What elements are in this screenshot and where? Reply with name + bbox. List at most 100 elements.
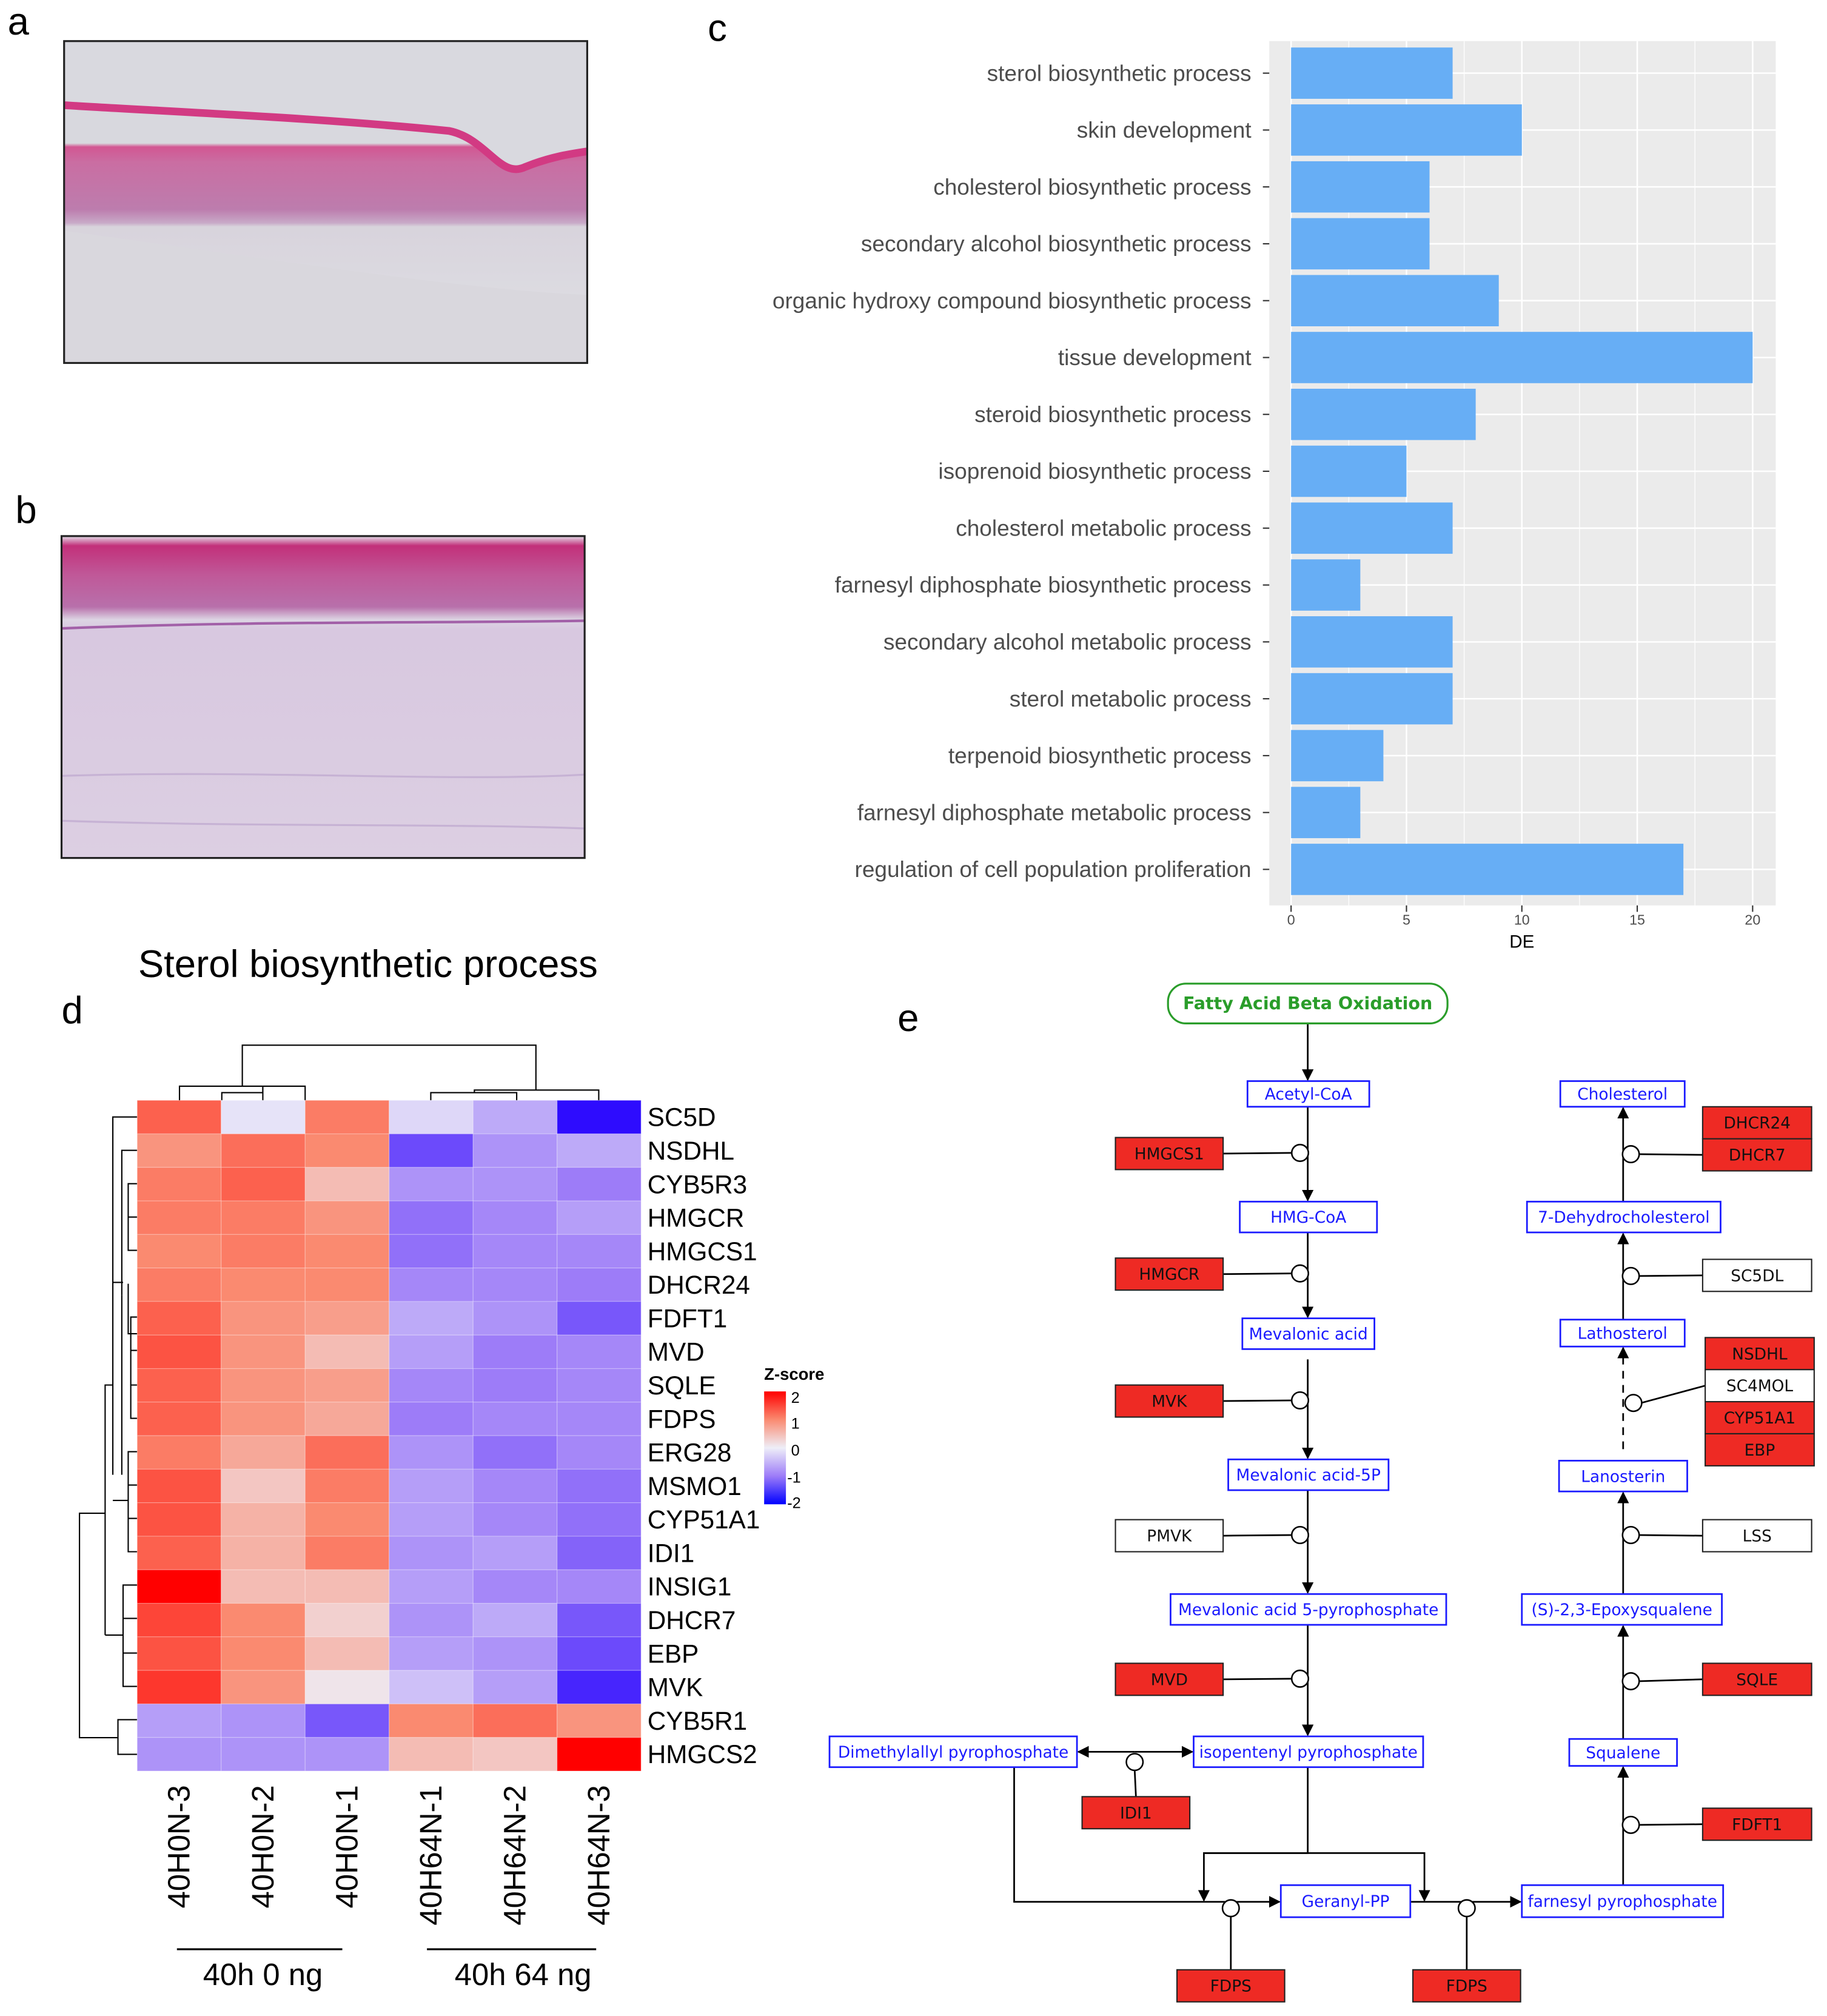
- heatmap-cell: [472, 1636, 558, 1671]
- bar: [1291, 673, 1453, 725]
- heatmap-cell: [304, 1502, 390, 1537]
- heatmap-cell: [304, 1435, 390, 1470]
- gene-box-sqle: [1701, 1662, 1812, 1696]
- category-label: secondary alcohol biosynthetic process: [861, 232, 1252, 257]
- heatmap-cell: [304, 1703, 390, 1738]
- row-label: DHCR24: [648, 1271, 750, 1299]
- heatmap-cell: [221, 1502, 306, 1537]
- heatmap-cell: [221, 1334, 306, 1369]
- connector-line: [1638, 1534, 1703, 1537]
- gene-box-dhcr24: [1701, 1106, 1812, 1140]
- heatmap-cell: [389, 1636, 474, 1671]
- heatmap-cell: [389, 1737, 474, 1772]
- heatmap-cell: [557, 1502, 642, 1537]
- panel-letter-e: e: [897, 997, 919, 1040]
- heatmap-cell: [557, 1536, 642, 1570]
- column-label: 40H64N-2: [497, 1785, 532, 1925]
- gene-box-mvd: [1115, 1662, 1224, 1696]
- metabolite-node-meva: [1241, 1317, 1375, 1350]
- legend-title: Z-score: [764, 1365, 824, 1383]
- row-label: HMGCR: [648, 1204, 745, 1232]
- heatmap-cell: [136, 1268, 222, 1302]
- category-label: sterol biosynthetic process: [987, 61, 1252, 86]
- heatmap-cell: [221, 1167, 306, 1201]
- bar: [1291, 332, 1753, 383]
- gene-label: CYP51A1: [1724, 1409, 1796, 1428]
- catalysis-circle: [1621, 1266, 1640, 1285]
- bar: [1291, 787, 1361, 838]
- catalysis-circle: [1457, 1899, 1476, 1918]
- column-label: 40H0N-1: [329, 1785, 364, 1908]
- category-label: secondary alcohol metabolic process: [883, 630, 1252, 654]
- heatmap-cell: [472, 1435, 558, 1470]
- panel-letter-d: d: [61, 989, 82, 1032]
- gene-box-fdps2: [1412, 1969, 1521, 2003]
- heatmap-cell: [136, 1468, 222, 1504]
- x-axis-label: DE: [1509, 932, 1534, 952]
- heatmap-cell: [472, 1200, 558, 1235]
- pathway-start-label: Fatty Acid Beta Oxidation: [1183, 993, 1432, 1013]
- metabolite-label: Mevalonic acid-5P: [1236, 1466, 1381, 1485]
- heatmap-cell: [557, 1268, 642, 1302]
- legend-tick: 0: [791, 1442, 800, 1459]
- heatmap-cell: [389, 1368, 474, 1403]
- heatmap-cell: [389, 1402, 474, 1436]
- metabolite-label: Dimethylallyl pyrophosphate: [838, 1743, 1068, 1762]
- category-label: sterol metabolic process: [1010, 687, 1252, 711]
- gene-label: SC4MOL: [1726, 1377, 1794, 1396]
- heatmap-cell: [557, 1167, 642, 1201]
- metabolite-label: Lanosterin: [1581, 1467, 1665, 1486]
- heatmap-cell: [472, 1536, 558, 1570]
- column-label: 40H0N-3: [161, 1785, 196, 1908]
- metabolite-label: HMG-CoA: [1270, 1208, 1346, 1227]
- group-label-0ng: 40h 0 ng: [203, 1957, 323, 1992]
- gene-label: HMGCR: [1139, 1265, 1199, 1284]
- x-tick-label: 0: [1287, 912, 1295, 928]
- gene-box-hmgcr: [1115, 1257, 1224, 1291]
- bar: [1291, 502, 1453, 554]
- panel-letter-c: c: [708, 7, 727, 50]
- heatmap-cell: [136, 1301, 222, 1336]
- heatmap-cell: [304, 1468, 390, 1504]
- gene-box-pmvk: [1115, 1519, 1224, 1553]
- heatmap-cell: [389, 1569, 474, 1604]
- heatmap-cell: [136, 1234, 222, 1269]
- metabolite-label: Geranyl-PP: [1302, 1892, 1390, 1911]
- heatmap-cell: [304, 1536, 390, 1570]
- heatmap-cell: [389, 1670, 474, 1705]
- connector-line: [1133, 1769, 1137, 1797]
- gene-label: FDPS: [1446, 1977, 1487, 1996]
- catalysis-circle: [1290, 1526, 1309, 1545]
- heatmap-cell: [136, 1167, 222, 1201]
- metabolite-label: Cholesterol: [1577, 1085, 1668, 1104]
- heatmap-cell: [221, 1536, 306, 1570]
- heatmap-cell: [472, 1602, 558, 1638]
- cholesterol-pathway-diagram: Fatty Acid Beta Oxidation Acetyl-CoA HMG-…: [828, 983, 1815, 2003]
- zscore-legend: Z-score 2 1 0 -1 -2: [764, 1365, 824, 1512]
- metabolite-node-fpp: [1521, 1884, 1725, 1918]
- row-label: EBP: [648, 1639, 699, 1668]
- heatmap-cell: [304, 1368, 390, 1403]
- heatmap-cell: [472, 1100, 558, 1135]
- legend-colorbar: [764, 1391, 786, 1505]
- heatmap-cell: [221, 1234, 306, 1269]
- connector-line: [1638, 1823, 1703, 1826]
- heatmap-cell: [389, 1703, 474, 1738]
- metabolite-label: Squalene: [1586, 1744, 1660, 1762]
- row-label: DHCR7: [648, 1606, 736, 1635]
- row-label: CYB5R1: [648, 1707, 747, 1735]
- gene-box-hmgcs1: [1115, 1137, 1224, 1171]
- metabolite-node-hmgcoa: [1239, 1200, 1378, 1234]
- connector-line: [1638, 1153, 1703, 1156]
- heatmap-cell: [136, 1536, 222, 1570]
- gene-box-sc4mol: [1705, 1369, 1815, 1403]
- heatmap-cell: [136, 1636, 222, 1671]
- metabolite-node-epox: [1521, 1593, 1723, 1626]
- x-tick-label: 15: [1629, 912, 1645, 928]
- heatmap-cell: [472, 1133, 558, 1168]
- metabolite-label: farnesyl pyrophosphate: [1528, 1892, 1717, 1911]
- bar: [1291, 275, 1499, 326]
- catalysis-circle: [1621, 1145, 1640, 1164]
- heatmap-cell: [389, 1502, 474, 1537]
